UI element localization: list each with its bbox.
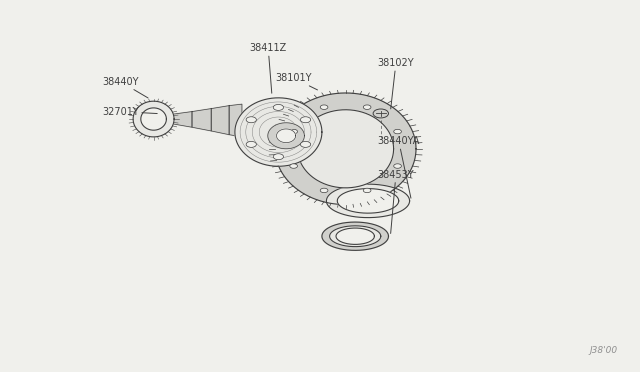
Circle shape <box>394 164 401 168</box>
Circle shape <box>300 141 310 147</box>
Polygon shape <box>211 106 229 135</box>
Text: 38440Y: 38440Y <box>102 77 148 98</box>
Polygon shape <box>133 101 174 137</box>
Polygon shape <box>173 112 192 127</box>
Polygon shape <box>276 129 296 142</box>
Polygon shape <box>141 108 166 130</box>
Circle shape <box>273 105 284 110</box>
Text: 38440YA: 38440YA <box>378 137 420 198</box>
Circle shape <box>290 164 298 168</box>
Text: 38453Y: 38453Y <box>378 170 414 234</box>
Circle shape <box>273 154 284 160</box>
Polygon shape <box>336 228 374 244</box>
Polygon shape <box>235 98 322 166</box>
Polygon shape <box>322 222 388 250</box>
Circle shape <box>290 129 298 134</box>
Polygon shape <box>298 110 394 188</box>
Text: 38102Y: 38102Y <box>378 58 414 109</box>
Circle shape <box>364 105 371 109</box>
Text: J38'00: J38'00 <box>589 346 618 355</box>
Circle shape <box>320 105 328 109</box>
Polygon shape <box>275 93 416 205</box>
Circle shape <box>364 188 371 193</box>
Polygon shape <box>337 189 399 213</box>
Polygon shape <box>268 123 305 149</box>
Polygon shape <box>326 184 410 218</box>
Text: 38411Z: 38411Z <box>250 44 287 93</box>
Circle shape <box>246 141 257 147</box>
Polygon shape <box>330 226 381 247</box>
Circle shape <box>300 117 310 123</box>
Text: 38101Y: 38101Y <box>275 73 317 90</box>
Polygon shape <box>192 109 211 131</box>
Circle shape <box>394 129 401 134</box>
Polygon shape <box>229 104 242 137</box>
Text: 32701Y: 32701Y <box>102 107 157 116</box>
Circle shape <box>246 117 257 123</box>
Circle shape <box>320 188 328 193</box>
Circle shape <box>373 109 388 118</box>
